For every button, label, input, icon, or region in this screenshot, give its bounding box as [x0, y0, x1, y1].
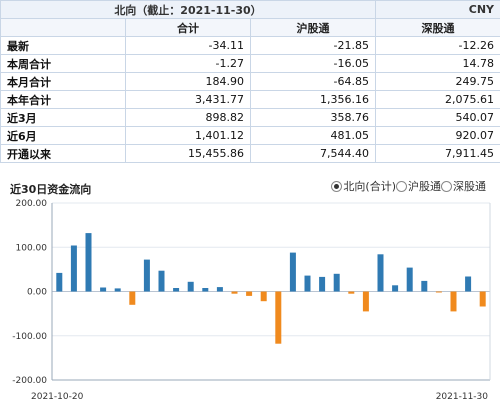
table-row: 最新 -34.11 -21.85 -12.26	[0, 36, 500, 55]
bar	[187, 281, 194, 292]
row-value-total: 15,455.86	[125, 144, 251, 163]
fund-flow-bar-chart: 200.00 100.00 0.00 -100.00 -200.00 2021-10-20…	[12, 199, 491, 402]
row-value-total: 3,431.77	[125, 90, 251, 109]
bar	[246, 291, 253, 296]
row-value-total: 1,401.12	[125, 126, 251, 145]
table-row: 本年合计 3,431.77 1,356.16 2,075.61	[0, 90, 500, 109]
bar	[333, 273, 340, 292]
row-value-total: 898.82	[125, 108, 251, 127]
bar	[304, 275, 311, 292]
table-row: 近6月 1,401.12 481.05 920.07	[0, 126, 500, 145]
x-end-label: 2021-11-30	[436, 392, 489, 402]
row-value-total: -34.11	[125, 36, 251, 55]
radio-label: 深股通	[453, 180, 486, 193]
table-header-row: 北向（截止：2021-11-30） CNY	[0, 0, 500, 19]
row-value-shenzhen: -12.26	[375, 36, 500, 55]
bar	[158, 270, 165, 292]
row-value-total: 184.90	[125, 72, 251, 91]
bar	[289, 252, 296, 292]
bar	[435, 291, 442, 293]
row-value-shenzhen: 2,075.61	[375, 90, 500, 109]
row-label: 近3月	[0, 108, 126, 127]
y-tick-label: 0.00	[27, 288, 47, 298]
row-value-shanghai: -64.85	[249, 72, 377, 91]
radio-northbound-total[interactable]: 北向(合计)	[331, 178, 396, 194]
row-label: 近6月	[0, 126, 126, 145]
radio-shanghai-connect[interactable]: 沪股通	[396, 178, 441, 194]
row-label: 本周合计	[0, 54, 126, 73]
bar	[216, 287, 223, 292]
y-tick-label: -100.00	[12, 332, 47, 342]
row-value-shanghai: -16.05	[249, 54, 377, 73]
radio-label: 北向(合计)	[343, 180, 396, 193]
bar	[56, 272, 63, 292]
row-label: 本年合计	[0, 90, 126, 109]
radio-label: 沪股通	[408, 180, 441, 193]
row-value-shanghai: 7,544.40	[249, 144, 377, 163]
row-value-shanghai: 358.76	[249, 108, 377, 127]
y-tick-label: -200.00	[12, 376, 47, 386]
row-label: 最新	[0, 36, 126, 55]
table-row: 开通以来 15,455.86 7,544.40 7,911.45	[0, 144, 500, 163]
y-tick-label: 200.00	[16, 199, 48, 209]
bar	[173, 288, 180, 292]
series-radio-group: 北向(合计) 沪股通 深股通	[331, 178, 486, 194]
bar	[143, 259, 150, 292]
bar	[479, 291, 486, 307]
column-header-empty	[0, 18, 126, 37]
row-label: 本月合计	[0, 72, 126, 91]
row-value-shanghai: 481.05	[249, 126, 377, 145]
bar	[100, 287, 107, 292]
row-value-shanghai: -21.85	[249, 36, 377, 55]
bar	[362, 291, 369, 312]
bar	[202, 288, 209, 292]
column-header-total: 合计	[125, 18, 251, 37]
chart-section-title: 近30日资金流向	[10, 183, 92, 196]
bar	[129, 291, 136, 305]
bar	[406, 267, 413, 292]
row-label: 开通以来	[0, 144, 126, 163]
row-value-shanghai: 1,356.16	[249, 90, 377, 109]
table-row: 本周合计 -1.27 -16.05 14.78	[0, 54, 500, 73]
bar	[377, 254, 384, 292]
radio-shenzhen-connect[interactable]: 深股通	[441, 178, 486, 194]
radio-indicator-icon	[441, 180, 452, 192]
row-value-shenzhen: 249.75	[375, 72, 500, 91]
row-value-shenzhen: 7,911.45	[375, 144, 500, 163]
row-value-total: -1.27	[125, 54, 251, 73]
currency-label: CNY	[375, 0, 500, 19]
radio-indicator-icon	[396, 180, 407, 192]
bar	[421, 280, 428, 292]
row-value-shenzhen: 920.07	[375, 126, 500, 145]
bar	[275, 291, 282, 344]
column-header-shanghai: 沪股通	[249, 18, 377, 37]
radio-indicator-icon	[331, 180, 343, 192]
bar	[114, 288, 121, 292]
bar	[319, 276, 326, 292]
bar	[70, 245, 77, 292]
table-row: 本月合计 184.90 -64.85 249.75	[0, 72, 500, 91]
row-value-shenzhen: 14.78	[375, 54, 500, 73]
row-value-shenzhen: 540.07	[375, 108, 500, 127]
table-row: 近3月 898.82 358.76 540.07	[0, 108, 500, 127]
bar	[260, 291, 267, 302]
y-tick-label: 100.00	[16, 243, 48, 253]
bar	[450, 291, 457, 312]
bar	[348, 291, 355, 294]
northbound-summary-table-wrap: 北向（截止：2021-11-30） CNY 合计 沪股通 深股通 最新 -34.…	[0, 0, 500, 163]
bar	[465, 276, 472, 292]
bar	[231, 291, 238, 294]
table-title: 北向（截止：2021-11-30）	[0, 0, 377, 19]
bar	[392, 285, 399, 292]
column-header-shenzhen: 深股通	[375, 18, 500, 37]
column-header-row: 合计 沪股通 深股通	[0, 18, 500, 37]
x-start-label: 2021-10-20	[31, 392, 84, 402]
bar	[85, 233, 92, 292]
northbound-summary-table: 北向（截止：2021-11-30） CNY 合计 沪股通 深股通 最新 -34.…	[0, 0, 500, 163]
